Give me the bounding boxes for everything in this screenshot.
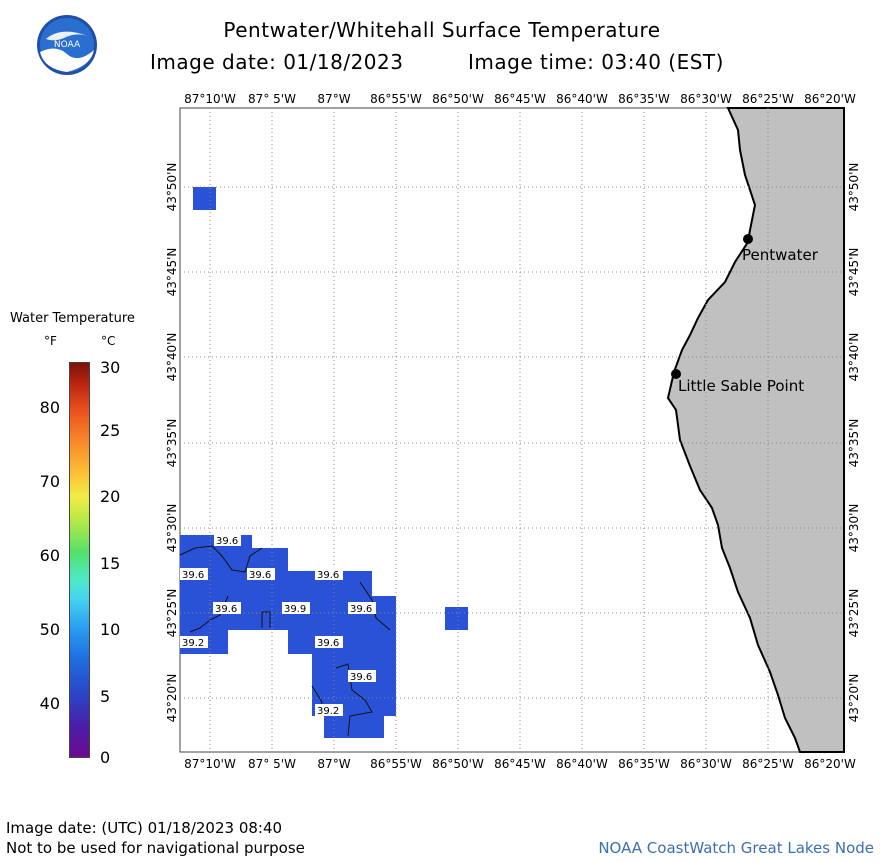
- lat-label: 43°50'N: [847, 163, 861, 212]
- lat-label: 43°40'N: [847, 333, 861, 382]
- colorbar-f-tick: 80: [39, 398, 60, 417]
- colorbar-c-tick: 15: [100, 554, 121, 573]
- temp-label: 39.6: [350, 604, 372, 615]
- lat-label: 43°25'N: [847, 589, 861, 638]
- lon-labels-top: 87°10'W 87° 5'W 87°W 86°55'W 86°50'W 86°…: [184, 92, 856, 106]
- lon-label: 87°W: [317, 757, 350, 771]
- lon-labels-bottom: 87°10'W 87° 5'W 87°W 86°55'W 86°50'W 86°…: [184, 757, 856, 771]
- sst-pixel: [180, 571, 372, 596]
- lon-label: 87° 5'W: [248, 757, 296, 771]
- lat-label: 43°50'N: [165, 163, 179, 212]
- temp-label: 39.6: [216, 536, 238, 547]
- lon-label: 87° 5'W: [248, 92, 296, 106]
- legend-title: Water Temperature: [10, 311, 135, 326]
- sst-pixel: [324, 716, 384, 738]
- sst-pixel: [193, 187, 216, 210]
- isotherm: [335, 663, 373, 737]
- lon-label: 86°40'W: [556, 757, 608, 771]
- colorbar-c-tick: 10: [100, 620, 121, 639]
- colorbar-c-tick: 30: [100, 358, 121, 377]
- temp-label: 39.6: [182, 570, 204, 581]
- lon-label: 86°45'W: [494, 92, 546, 106]
- lon-label: 86°40'W: [556, 92, 608, 106]
- lon-label: 86°55'W: [370, 92, 422, 106]
- lat-label: 43°45'N: [847, 248, 861, 297]
- legend-unit-c: °C: [101, 334, 116, 348]
- temp-label: 39.6: [317, 638, 339, 649]
- temp-label: 39.9: [284, 604, 306, 615]
- noaa-logo-icon: NOAA: [37, 15, 97, 75]
- place-label-little-sable-point: Little Sable Point: [678, 377, 804, 395]
- navigation-disclaimer: Not to be used for navigational purpose: [6, 839, 305, 857]
- colorbar-f-tick: 50: [39, 620, 60, 639]
- colorbar-c-tick: 20: [100, 487, 121, 506]
- temp-label: 39.6: [215, 604, 237, 615]
- isotherm: [179, 545, 263, 573]
- temp-labels: 39.6 39.6 39.6 39.6 39.6 39.9 39.6 39.2 …: [180, 534, 376, 717]
- lat-label: 43°35'N: [847, 419, 861, 468]
- place-label-pentwater: Pentwater: [742, 246, 819, 264]
- legend-unit-f: °F: [44, 334, 57, 348]
- utc-image-date: Image date: (UTC) 01/18/2023 08:40: [6, 819, 283, 837]
- lon-label: 86°35'W: [618, 757, 670, 771]
- lon-label: 87°W: [317, 92, 350, 106]
- colorbar-f-tick: 40: [39, 694, 60, 713]
- colorbar-c-tick: 5: [100, 687, 111, 706]
- lat-labels-right: 43°50'N 43°45'N 43°40'N 43°35'N 43°30'N …: [847, 163, 861, 723]
- temp-label: 39.6: [249, 570, 271, 581]
- pentwater-marker-icon: [743, 234, 753, 244]
- colorbar-c-tick: 0: [100, 748, 111, 767]
- little-sable-point-marker-icon: [671, 369, 681, 379]
- image-date: Image date: 01/18/2023: [150, 50, 404, 74]
- lon-label: 86°30'W: [680, 757, 732, 771]
- lat-labels-left: 43°50'N 43°45'N 43°40'N 43°35'N 43°30'N …: [165, 163, 179, 723]
- colorbar-f-tick: 70: [39, 472, 60, 491]
- sst-pixel: [445, 607, 468, 630]
- lat-label: 43°20'N: [847, 674, 861, 723]
- map-title: Pentwater/Whitehall Surface Temperature: [223, 18, 661, 42]
- sst-pixel: [180, 548, 288, 571]
- lon-label: 87°10'W: [184, 92, 236, 106]
- lon-label: 86°55'W: [370, 757, 422, 771]
- lon-label: 86°25'W: [742, 757, 794, 771]
- credit-link[interactable]: NOAA CoastWatch Great Lakes Node: [598, 839, 874, 857]
- image-time: Image time: 03:40 (EST): [468, 50, 724, 74]
- lat-label: 43°30'N: [165, 504, 179, 553]
- temp-label: 39.6: [350, 672, 372, 683]
- lat-label: 43°35'N: [165, 419, 179, 468]
- lon-label: 86°20'W: [804, 757, 856, 771]
- lon-label: 87°10'W: [184, 757, 236, 771]
- colorbar-f-tick: 60: [39, 546, 60, 565]
- lon-label: 86°45'W: [494, 757, 546, 771]
- colorbar-c-tick: 25: [100, 421, 121, 440]
- lon-label: 86°35'W: [618, 92, 670, 106]
- lat-label: 43°25'N: [165, 589, 179, 638]
- lat-label: 43°30'N: [847, 504, 861, 553]
- temperature-colorbar: [69, 362, 90, 758]
- lon-label: 86°20'W: [804, 92, 856, 106]
- lat-label: 43°40'N: [165, 333, 179, 382]
- lon-label: 86°50'W: [432, 92, 484, 106]
- lon-label: 86°50'W: [432, 757, 484, 771]
- temp-label: 39.2: [317, 706, 339, 717]
- isotherm: [261, 611, 271, 628]
- temp-label: 39.2: [182, 638, 204, 649]
- lon-label: 86°25'W: [742, 92, 794, 106]
- lat-label: 43°20'N: [165, 674, 179, 723]
- lon-label: 86°30'W: [680, 92, 732, 106]
- lat-label: 43°45'N: [165, 248, 179, 297]
- temp-label: 39.6: [317, 570, 339, 581]
- logo-text: NOAA: [54, 40, 81, 50]
